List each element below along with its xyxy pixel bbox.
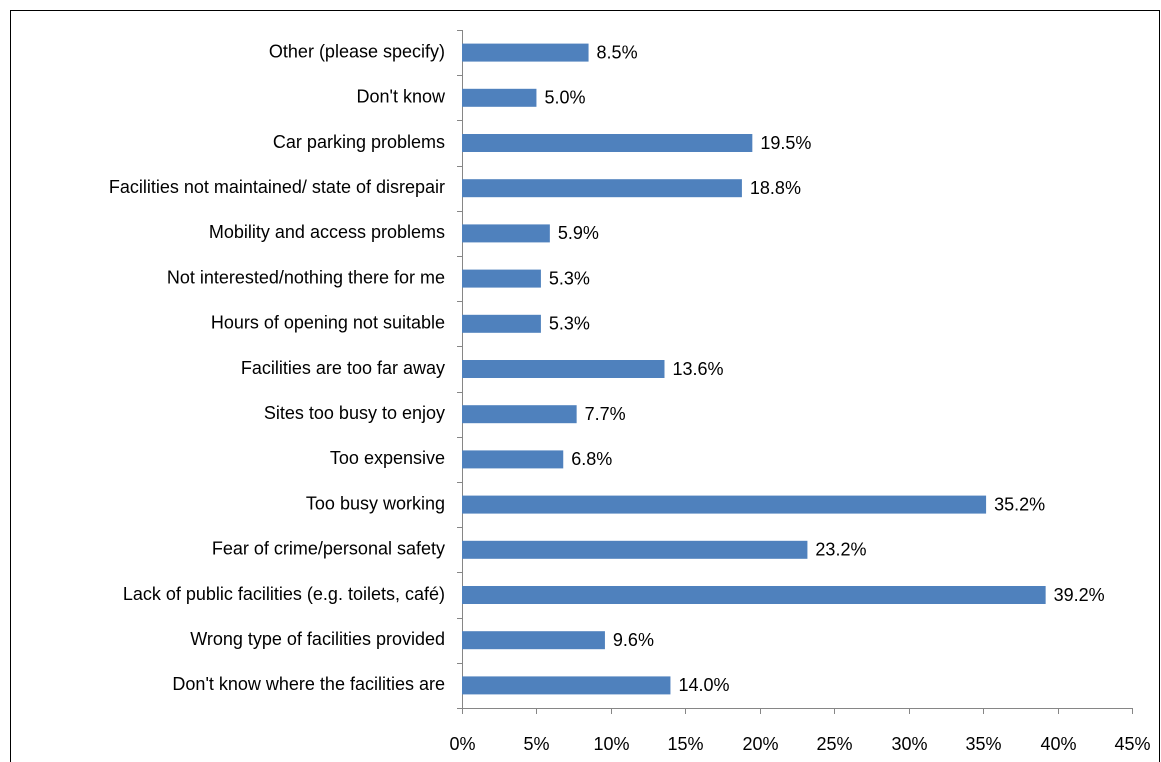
- x-tick-label: 20%: [742, 734, 778, 754]
- bar: [462, 314, 541, 333]
- x-tick-label: 45%: [1114, 734, 1150, 754]
- bar: [462, 134, 753, 152]
- x-tick-label: 30%: [891, 734, 927, 754]
- bar: [462, 450, 564, 469]
- y-tick-label: Wrong type of facilities provided: [190, 629, 445, 649]
- y-tick-label: Hours of opening not suitable: [211, 313, 445, 333]
- y-tick-label: Don't know: [357, 87, 446, 107]
- y-tick-label: Mobility and access problems: [209, 222, 445, 242]
- data-label: 5.9%: [558, 223, 599, 243]
- x-tick-label: 0%: [449, 734, 475, 754]
- bar: [462, 269, 541, 288]
- bar: [462, 405, 577, 424]
- data-label: 39.2%: [1054, 585, 1105, 605]
- bar: [462, 676, 671, 695]
- chart-border: [10, 10, 1160, 762]
- x-tick-label: 35%: [965, 734, 1001, 754]
- bar: [462, 540, 808, 559]
- data-label: 14.0%: [678, 675, 729, 695]
- bar: [462, 495, 987, 514]
- bar: [462, 179, 742, 198]
- data-label: 23.2%: [815, 540, 866, 560]
- y-tick-label: Lack of public facilities (e.g. toilets,…: [123, 584, 445, 604]
- y-tick-label: Don't know where the facilities are: [172, 674, 445, 694]
- data-label: 5.3%: [549, 314, 590, 334]
- y-tick-label: Not interested/nothing there for me: [167, 267, 445, 287]
- bar: [462, 586, 1046, 604]
- data-label: 6.8%: [571, 449, 612, 469]
- bar: [462, 224, 550, 243]
- bar: [462, 631, 605, 650]
- bar: [462, 88, 537, 107]
- y-tick-label: Sites too busy to enjoy: [264, 403, 445, 423]
- x-tick-label: 10%: [593, 734, 629, 754]
- y-tick-label: Other (please specify): [269, 41, 445, 61]
- y-tick-label: Too expensive: [330, 448, 445, 468]
- data-label: 13.6%: [672, 359, 723, 379]
- data-label: 7.7%: [585, 404, 626, 424]
- x-tick-label: 25%: [816, 734, 852, 754]
- bar: [462, 43, 589, 62]
- y-tick-label: Car parking problems: [273, 132, 445, 152]
- x-tick-label: 5%: [523, 734, 549, 754]
- data-label: 5.0%: [544, 88, 585, 108]
- y-tick-label: Facilities not maintained/ state of disr…: [109, 177, 445, 197]
- y-tick-label: Fear of crime/personal safety: [212, 539, 445, 559]
- bar: [462, 360, 665, 378]
- data-label: 9.6%: [613, 630, 654, 650]
- x-tick-label: 40%: [1040, 734, 1076, 754]
- data-label: 5.3%: [549, 268, 590, 288]
- y-tick-label: Facilities are too far away: [241, 358, 445, 378]
- data-label: 19.5%: [760, 133, 811, 153]
- data-label: 18.8%: [750, 178, 801, 198]
- data-label: 8.5%: [597, 42, 638, 62]
- x-tick-label: 15%: [667, 734, 703, 754]
- data-label: 35.2%: [994, 494, 1045, 514]
- y-tick-label: Too busy working: [306, 493, 445, 513]
